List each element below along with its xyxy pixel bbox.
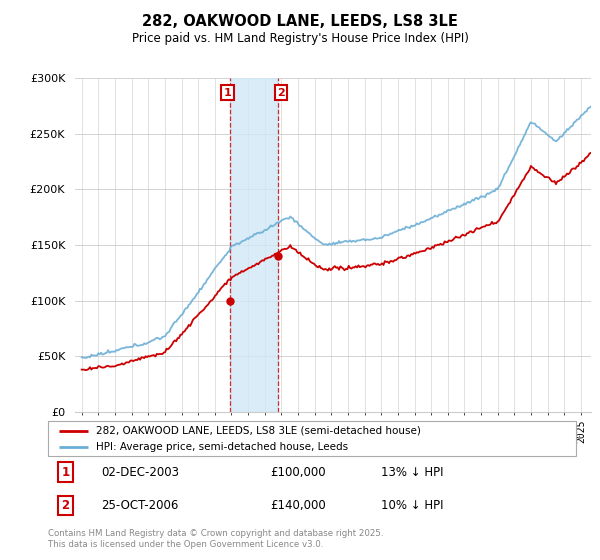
Text: 1: 1	[224, 88, 232, 98]
Text: 02-DEC-2003: 02-DEC-2003	[101, 465, 179, 479]
Text: 2: 2	[277, 88, 285, 98]
Text: 10% ↓ HPI: 10% ↓ HPI	[380, 499, 443, 512]
Text: 1: 1	[61, 465, 70, 479]
FancyBboxPatch shape	[48, 421, 576, 456]
Bar	[230, 78, 278, 412]
Text: 13% ↓ HPI: 13% ↓ HPI	[380, 465, 443, 479]
Text: Contains HM Land Registry data © Crown copyright and database right 2025.
This d: Contains HM Land Registry data © Crown c…	[48, 529, 383, 549]
Text: 2: 2	[61, 499, 70, 512]
Text: £140,000: £140,000	[270, 499, 326, 512]
Text: 25-OCT-2006: 25-OCT-2006	[101, 499, 178, 512]
Text: 282, OAKWOOD LANE, LEEDS, LS8 3LE: 282, OAKWOOD LANE, LEEDS, LS8 3LE	[142, 14, 458, 29]
Text: £100,000: £100,000	[270, 465, 325, 479]
Text: HPI: Average price, semi-detached house, Leeds: HPI: Average price, semi-detached house,…	[95, 442, 347, 452]
Text: Price paid vs. HM Land Registry's House Price Index (HPI): Price paid vs. HM Land Registry's House …	[131, 32, 469, 45]
Text: 282, OAKWOOD LANE, LEEDS, LS8 3LE (semi-detached house): 282, OAKWOOD LANE, LEEDS, LS8 3LE (semi-…	[95, 426, 421, 436]
